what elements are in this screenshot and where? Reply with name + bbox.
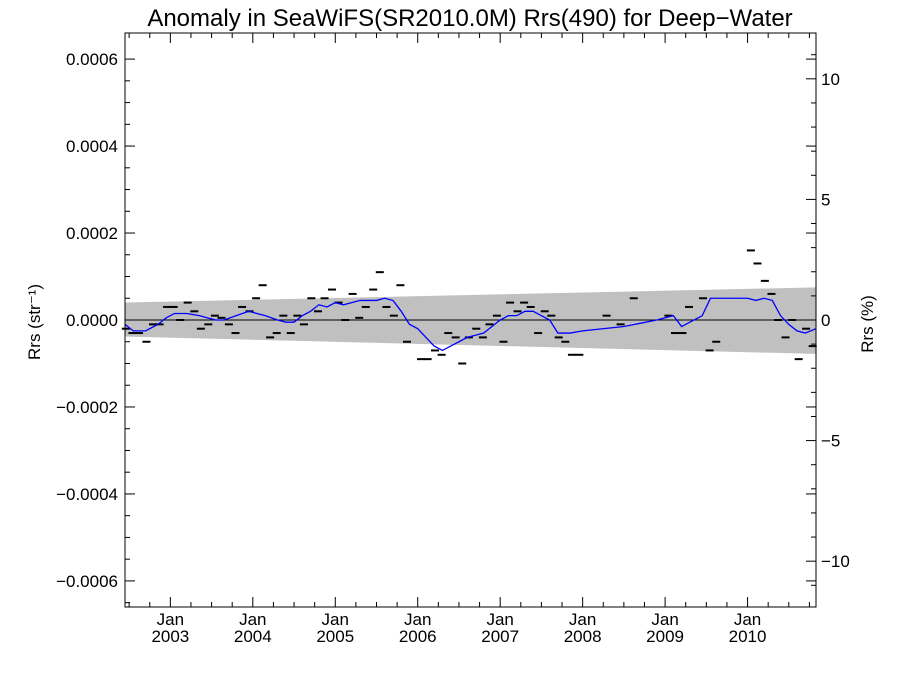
x-tick-month-label: Jan <box>486 610 513 629</box>
y-tick-label: −0.0002 <box>56 398 118 417</box>
x-tick-year-label: 2004 <box>234 627 272 646</box>
x-tick-month-label: Jan <box>569 610 596 629</box>
x-tick-year-label: 2007 <box>481 627 519 646</box>
x-tick-month-label: Jan <box>734 610 761 629</box>
x-tick-year-label: 2003 <box>151 627 189 646</box>
x-tick-year-label: 2006 <box>399 627 437 646</box>
x-tick-month-label: Jan <box>157 610 184 629</box>
x-axis: Jan2003Jan2004Jan2005Jan2006Jan2007Jan20… <box>128 33 810 646</box>
y-tick-label: 0.0002 <box>66 224 118 243</box>
x-tick-year-label: 2005 <box>316 627 354 646</box>
y2-tick-label: 5 <box>821 190 830 209</box>
chart-title: Anomaly in SeaWiFS(SR2010.0M) Rrs(490) f… <box>147 5 792 32</box>
x-tick-month-label: Jan <box>239 610 266 629</box>
smoothed-anomaly-line <box>124 297 817 352</box>
y-tick-label: 0.0004 <box>66 137 118 156</box>
x-tick-year-label: 2008 <box>564 627 602 646</box>
y-axis-label-left: Rrs (str⁻¹) <box>25 284 44 360</box>
x-tick-year-label: 2009 <box>646 627 684 646</box>
y2-tick-label: −5 <box>821 432 840 451</box>
y2-tick-label: 10 <box>821 70 840 89</box>
uncertainty-band-shape <box>125 287 816 354</box>
anomaly-markers <box>121 249 817 365</box>
y-axis-label-right: Rrs (%) <box>858 295 877 353</box>
y2-tick-label: −10 <box>821 552 850 571</box>
y-axis-left: 0.0006 0.0004 0.0002 0.0000 −0.0002 −0.0004 −0… <box>56 50 816 604</box>
y-axis-right: 10 5 0 −5 −10 <box>806 54 850 586</box>
y-tick-label: 0.0000 <box>66 311 118 330</box>
x-tick-month-label: Jan <box>322 610 349 629</box>
x-tick-month-label: Jan <box>651 610 678 629</box>
y-tick-label: −0.0006 <box>56 572 118 591</box>
y2-tick-label: 0 <box>821 311 830 330</box>
y-tick-label: −0.0004 <box>56 485 118 504</box>
y-tick-label: 0.0006 <box>66 50 118 69</box>
x-tick-year-label: 2010 <box>729 627 767 646</box>
x-tick-month-label: Jan <box>404 610 431 629</box>
